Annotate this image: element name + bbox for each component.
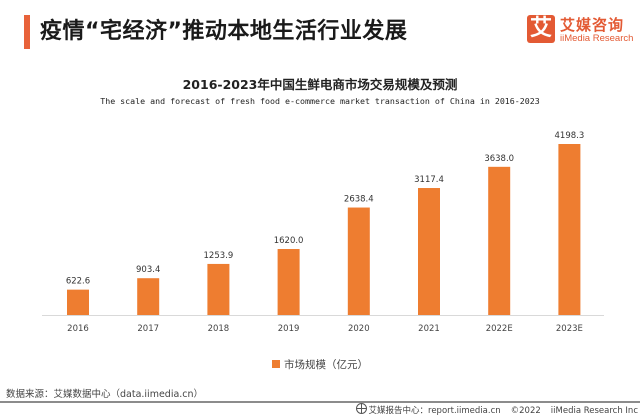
globe-icon [355,403,367,414]
x-tick-label-2020: 2020 [348,324,370,334]
logo-name-cn: 艾媒咨询 [560,16,625,34]
x-tick-label-2017: 2017 [137,324,159,334]
bar-2022E [488,166,511,315]
bar-2021 [418,188,440,315]
legend-label: 市场规模（亿元） [284,359,368,371]
data-label-2016: 622.6 [66,277,90,287]
footer-divider [0,401,640,403]
bar-2017 [137,278,160,315]
iimedia-logo: 艾 艾媒咨询 iiMedia Research [527,15,637,49]
x-tick-label-2016: 2016 [67,324,89,334]
page-title: 疫情“宅经济”推动本地生活行业发展 [40,19,408,44]
chart-subtitle: The scale and forecast of fresh food e-c… [100,96,540,106]
bar-2019 [277,249,300,315]
data-source: 数据来源：艾媒数据中心（data.iimedia.cn） [6,389,204,400]
data-label-2018: 1253.9 [204,251,234,261]
data-label-2019: 1620.0 [274,236,304,246]
x-tick-label-2021: 2021 [418,324,440,334]
footer-copyright: ©2022 [510,406,541,416]
footer-report-center: 艾媒报告中心：report.iimedia.cn [368,406,501,416]
title-accent-bar [24,15,30,49]
chart-title: 2016-2023年中国生鲜电商市场交易规模及预测 [182,77,458,92]
bar-2018 [207,263,230,315]
legend-swatch [272,360,280,368]
footer-company: iiMedia Research Inc [550,406,638,416]
data-label-2021: 3117.4 [414,175,444,185]
x-tick-label-2018: 2018 [208,324,230,334]
data-label-2023E: 4198.3 [555,131,585,141]
x-tick-label-2023E: 2023E [556,324,583,334]
bar-2023E [558,144,581,315]
legend: 市场规模（亿元） [0,357,640,372]
logo-name-en: iiMedia Research [560,33,634,44]
data-label-2020: 2638.4 [344,195,374,205]
data-label-2017: 903.4 [136,265,160,275]
bar-2020 [347,207,370,315]
x-tick-label-2022E: 2022E [486,324,513,334]
footer: 艾媒报告中心：report.iimedia.cn ©2022 iiMedia Res… [346,403,638,416]
x-tick-label-2019: 2019 [278,324,300,334]
logo-icon: 艾 [527,15,555,43]
bar-2016 [67,289,89,315]
data-label-2022E: 3638.0 [484,154,514,164]
